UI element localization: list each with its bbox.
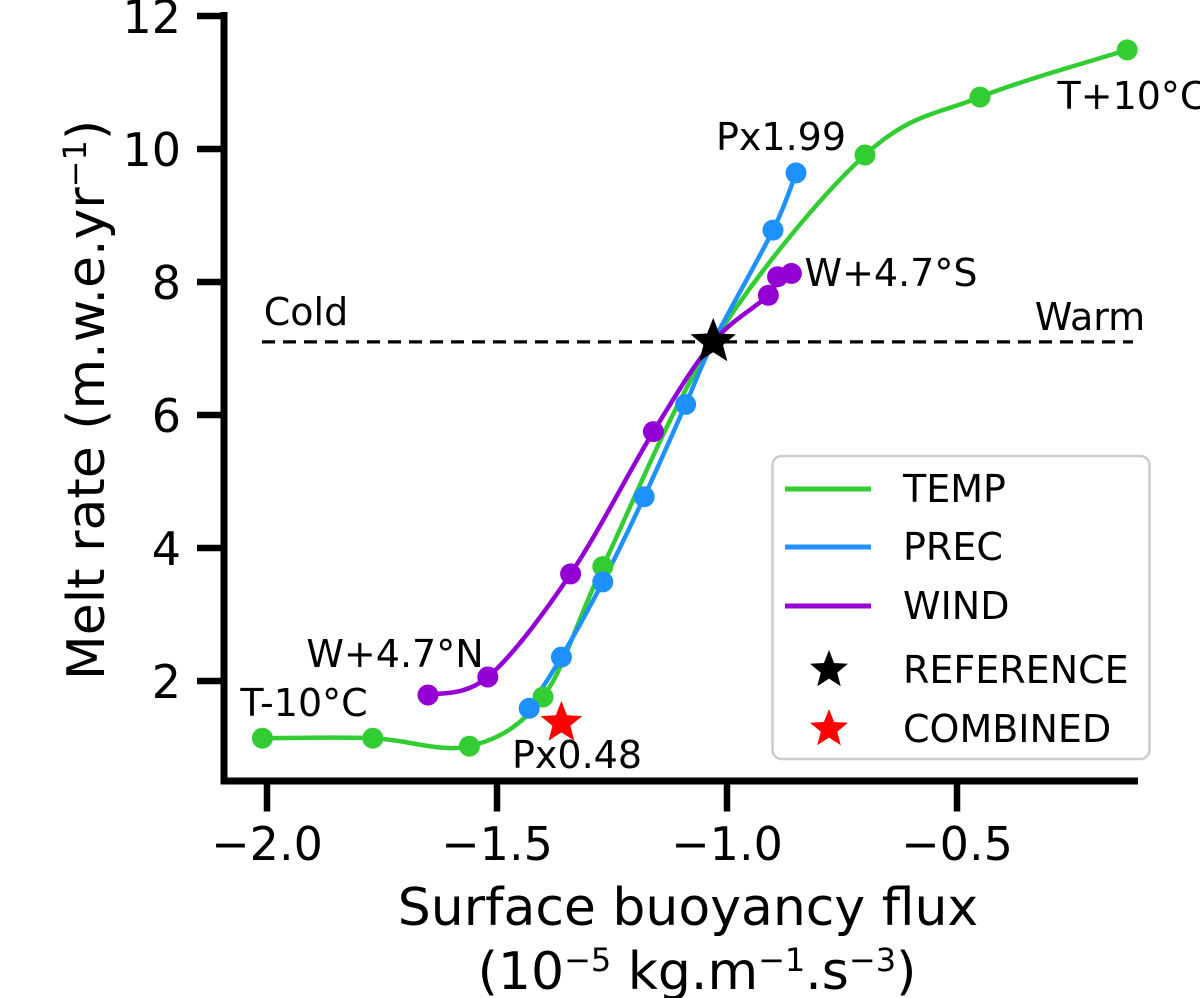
legend-box: [771, 454, 1151, 761]
marker-prec: [762, 219, 784, 241]
curve-temp: [260, 47, 1130, 751]
annotation-px0-48: Px0.48: [512, 733, 642, 777]
y-tick-mark: [197, 278, 225, 286]
reference-star-marker: [690, 317, 736, 362]
x-axis-title-line2: (10−5​ kg.m−1​.s−3​): [478, 941, 917, 998]
x-tick-mark: [263, 784, 271, 812]
y-tick-label: 4: [152, 522, 181, 576]
legend-item-reference-label: REFERENCE: [903, 648, 1129, 692]
marker-wind: [477, 666, 499, 688]
marker-prec: [518, 697, 540, 719]
y-tick-label: 2: [152, 655, 181, 709]
x-tick-mark: [723, 784, 731, 812]
legend-item-combined-label: COMBINED: [903, 707, 1111, 751]
x-axis-title-line1: Surface buoyancy flux: [398, 878, 978, 938]
combined-star-marker: [540, 700, 583, 741]
y-tick-label: 6: [152, 389, 181, 443]
marker-temp: [1116, 39, 1138, 61]
marker-temp: [458, 735, 480, 757]
marker-wind: [417, 684, 439, 706]
y-tick-label: 8: [152, 256, 181, 310]
x-tick-label: −1.5: [441, 817, 553, 871]
marker-prec: [633, 486, 655, 508]
marker-prec: [592, 571, 614, 593]
y-tick-label: 12: [122, 0, 181, 44]
marker-wind: [757, 284, 779, 306]
annotation-w-4-7-n: W+4.7°N: [306, 632, 483, 676]
curve-prec: [526, 170, 799, 711]
legend-item-prec-label: PREC: [903, 525, 1003, 569]
legend-item-combined-star-sample: [810, 709, 848, 746]
x-tick-label: −1.0: [671, 817, 783, 871]
y-axis-title: Melt rate (m.w.e.yr−1​): [56, 120, 117, 680]
marker-temp: [251, 727, 273, 749]
marker-temp: [969, 86, 991, 108]
marker-wind: [560, 563, 582, 585]
x-axis-spine: [220, 777, 1138, 785]
x-tick-mark: [953, 784, 961, 812]
marker-wind: [642, 421, 664, 443]
annotation-t-10-c: T+10°C: [1057, 74, 1200, 118]
legend-item-temp-label: TEMP: [902, 467, 1006, 511]
annotation-w-4-7-s: W+4.7°S: [805, 251, 978, 295]
marker-temp: [362, 727, 384, 749]
y-tick-mark: [197, 12, 225, 20]
x-tick-mark: [493, 784, 501, 812]
marker-prec: [675, 393, 697, 415]
y-tick-mark: [197, 677, 225, 685]
marker-prec: [785, 162, 807, 184]
annotation-px1-99: Px1.99: [716, 115, 846, 159]
marker-temp: [592, 556, 614, 578]
legend-item-wind-label: WIND: [903, 584, 1009, 628]
y-tick-mark: [197, 145, 225, 153]
y-tick-label: 10: [122, 123, 181, 177]
annotation-warm: Warm: [1035, 295, 1145, 339]
x-tick-label: −0.5: [901, 817, 1013, 871]
y-tick-mark: [197, 411, 225, 419]
x-tick-label: −2.0: [211, 817, 323, 871]
annotation-cold: Cold: [264, 290, 348, 334]
y-axis-spine: [220, 12, 228, 785]
marker-temp: [854, 144, 876, 166]
y-tick-mark: [197, 544, 225, 552]
marker-wind: [780, 262, 802, 284]
legend-item-reference-star-sample: [810, 650, 848, 687]
annotation-t-10-c: T-10°C: [239, 681, 367, 725]
marker-prec: [550, 646, 572, 668]
